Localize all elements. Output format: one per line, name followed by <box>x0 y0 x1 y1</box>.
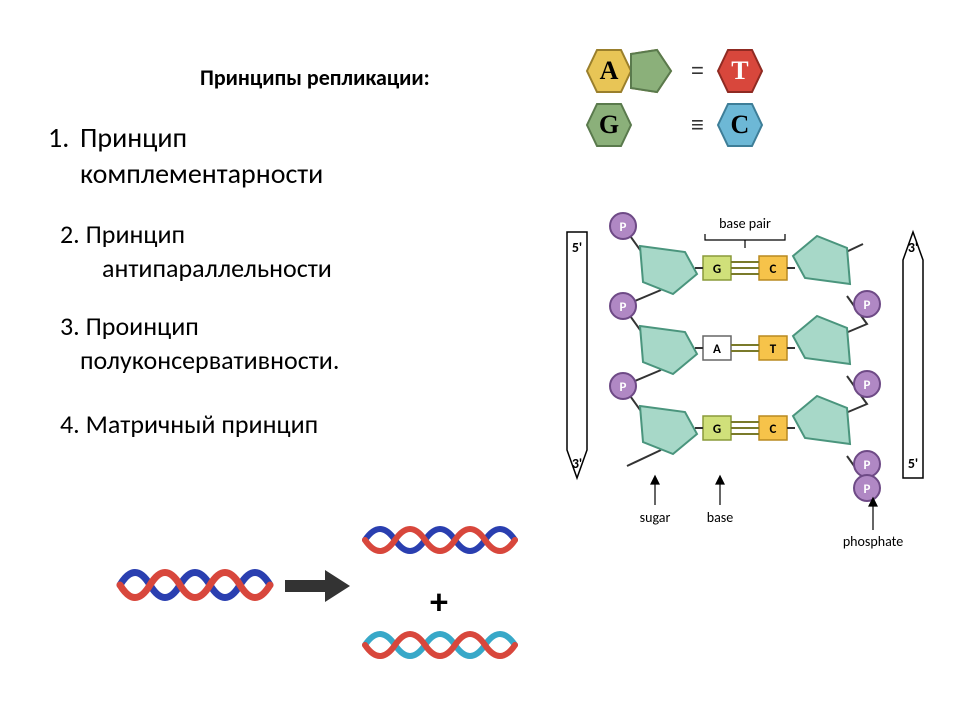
item-number: 1. <box>48 120 69 156</box>
sugar-pentagon <box>640 246 697 294</box>
item-text-line1: Проинцип <box>86 310 199 342</box>
pentagon-shape-g <box>627 48 673 94</box>
item-text-line1: Принцип <box>80 120 187 155</box>
base-letter: C <box>770 262 777 277</box>
phosphate-label: P <box>864 458 871 473</box>
base-letter: A <box>713 342 721 357</box>
sugar-pentagon <box>640 326 697 374</box>
base-hexagon-g: G <box>585 102 633 148</box>
item-text-line2: комплементарности <box>80 156 323 191</box>
base-letter: G <box>713 262 721 277</box>
base-letter: C <box>770 422 777 437</box>
plus-sign: + <box>430 580 448 624</box>
principle-item-3: 3. Проинцип полуконсервативности. <box>60 310 480 378</box>
base-hexagon-c: C <box>716 102 764 148</box>
phosphate-label: P <box>620 220 627 235</box>
label-3prime-left: 3' <box>572 455 582 472</box>
bottom-annotations <box>651 476 877 530</box>
equals-sign: = <box>691 58 704 84</box>
dna-rows-group: PPGCPPATPPGCP <box>610 213 880 501</box>
base-hexagon-a: A <box>585 48 633 94</box>
arrow-icon <box>285 570 350 602</box>
principle-item-4: 4. Матричный принцип <box>60 408 480 442</box>
item-text-line2: полуконсервативности. <box>60 344 480 378</box>
base-label-c: C <box>730 110 749 140</box>
phosphate-label: P <box>620 300 627 315</box>
item-text-line1: Матричный принцип <box>86 408 319 440</box>
item-number: 3. <box>60 310 80 342</box>
label-sugar: sugar <box>640 509 671 526</box>
phosphate-label: P <box>864 378 871 393</box>
item-text-line2: антипараллельности <box>60 252 480 286</box>
dna-structure-diagram: 5' 3' 3' 5' base pair PPGCPPATPPGCP suga… <box>545 210 945 550</box>
phosphate-label: P <box>864 298 871 313</box>
label-base: base <box>707 509 734 526</box>
daughter-helix-bottom-icon <box>365 634 515 656</box>
label-5prime-left: 5' <box>572 239 582 256</box>
replication-diagram: + <box>110 500 540 680</box>
principle-item-1: 1. Принцип комплементарности <box>80 120 500 193</box>
base-pair-legend: A = T G ≡ C <box>585 48 764 156</box>
equiv-sign: ≡ <box>691 112 704 138</box>
sugar-pentagon <box>640 406 697 454</box>
label-5prime-right: 5' <box>908 455 918 472</box>
sugar-pentagon <box>793 236 850 284</box>
right-direction-arrow <box>903 232 923 478</box>
sugar-pentagon <box>793 396 850 444</box>
base-label-a: A <box>600 56 619 86</box>
base-hexagon-t: T <box>716 48 764 94</box>
item-number: 4. <box>60 408 80 440</box>
phosphate-label: P <box>864 482 871 497</box>
base-label-t: T <box>731 56 748 86</box>
base-label-g: G <box>599 110 619 140</box>
item-text-line1: Принцип <box>86 218 185 250</box>
left-direction-arrow <box>567 232 587 478</box>
slide-title: Принципы репликации: <box>200 64 430 91</box>
parent-helix-icon <box>120 573 270 598</box>
label-base-pair: base pair <box>719 215 771 232</box>
item-number: 2. <box>60 218 80 250</box>
legend-row-at: A = T <box>585 48 764 94</box>
principle-item-2: 2. Принцип антипараллельности <box>60 218 480 286</box>
label-phosphate: phosphate <box>843 533 903 550</box>
base-letter: T <box>770 342 777 357</box>
base-pair-bracket <box>705 234 785 248</box>
daughter-helix-top-icon <box>365 529 515 551</box>
sugar-pentagon <box>793 316 850 364</box>
legend-row-gc: G ≡ C <box>585 102 764 148</box>
base-letter: G <box>713 422 721 437</box>
label-3prime-right: 3' <box>908 239 918 256</box>
phosphate-label: P <box>620 380 627 395</box>
